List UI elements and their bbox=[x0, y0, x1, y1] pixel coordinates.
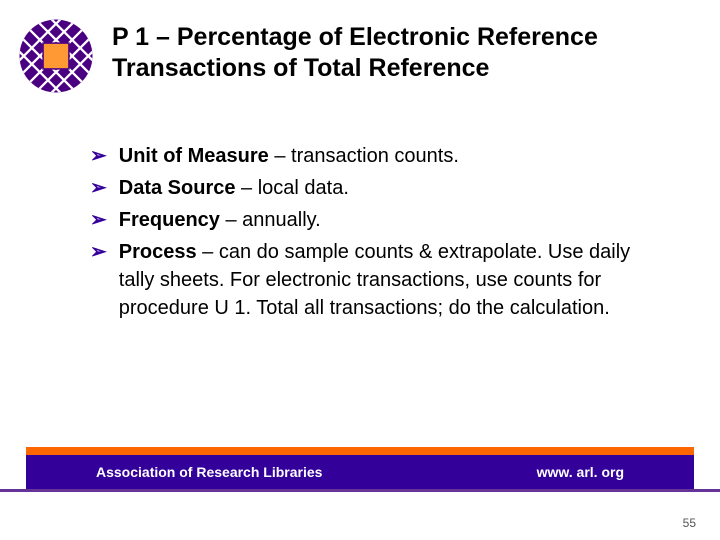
footer-orange-bar bbox=[26, 447, 694, 455]
bullet-item: ➢ Data Source – local data. bbox=[90, 174, 660, 202]
arrow-bullet-icon: ➢ bbox=[90, 174, 107, 202]
bullet-item: ➢ Process – can do sample counts & extra… bbox=[90, 238, 660, 322]
footer-org: Association of Research Libraries bbox=[96, 464, 322, 480]
logo-icon bbox=[18, 18, 94, 94]
footer-purple-line bbox=[0, 489, 720, 492]
content-area: ➢ Unit of Measure – transaction counts. … bbox=[0, 94, 720, 322]
bullet-item: ➢ Frequency – annually. bbox=[90, 206, 660, 234]
arrow-bullet-icon: ➢ bbox=[90, 238, 107, 266]
bullet-item: ➢ Unit of Measure – transaction counts. bbox=[90, 142, 660, 170]
slide-title: P 1 – Percentage of Electronic Reference… bbox=[112, 18, 690, 85]
bullet-text: Process – can do sample counts & extrapo… bbox=[119, 238, 660, 322]
footer: Association of Research Libraries www. a… bbox=[0, 447, 720, 492]
bullet-text: Frequency – annually. bbox=[119, 206, 321, 234]
footer-blue-bar: Association of Research Libraries www. a… bbox=[26, 455, 694, 489]
header: P 1 – Percentage of Electronic Reference… bbox=[0, 0, 720, 94]
footer-url: www. arl. org bbox=[537, 464, 624, 480]
bullet-text: Unit of Measure – transaction counts. bbox=[119, 142, 459, 170]
arrow-bullet-icon: ➢ bbox=[90, 206, 107, 234]
slide-container: P 1 – Percentage of Electronic Reference… bbox=[0, 0, 720, 540]
bullet-text: Data Source – local data. bbox=[119, 174, 349, 202]
slide-number: 55 bbox=[683, 516, 696, 530]
arrow-bullet-icon: ➢ bbox=[90, 142, 107, 170]
